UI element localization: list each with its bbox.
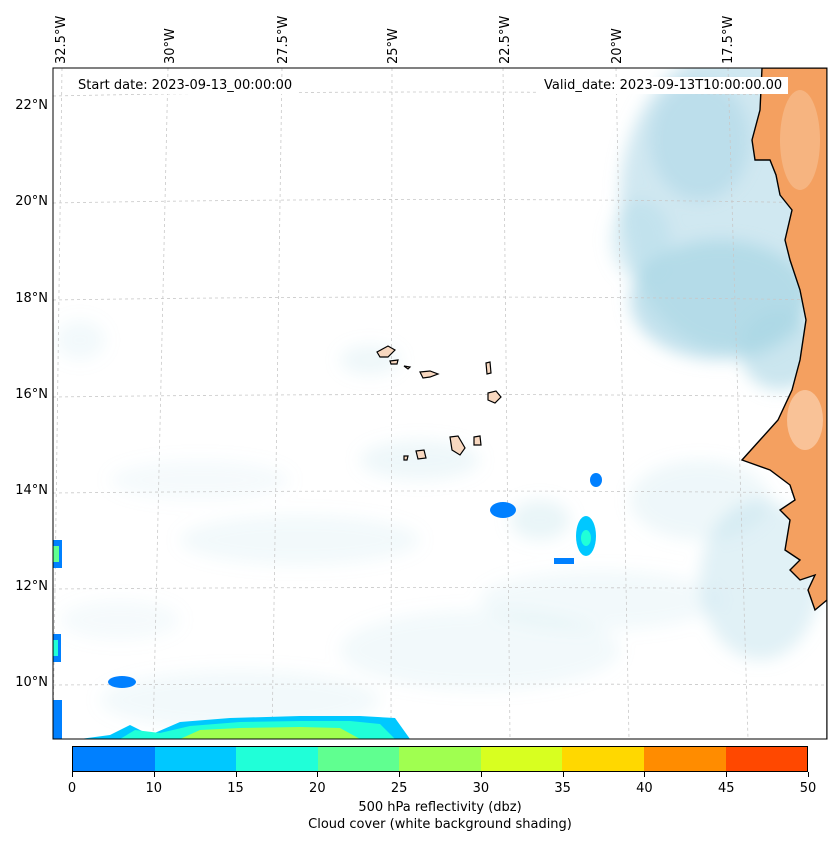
lon-label: 27.5°W [276,15,291,64]
colorbar-tickmark [644,772,646,777]
colorbar-tick-label: 10 [145,781,163,796]
colorbar-tickmark [480,772,482,777]
lat-label: 14°N [15,483,48,498]
reflectivity-cells [53,473,602,739]
colorbar-segment [725,747,808,771]
colorbar-tick-label: 50 [799,781,817,796]
lon-label: 20°W [610,28,625,64]
colorbar-tick-label: 20 [309,781,326,796]
colorbar-segment [236,747,318,771]
colorbar-tickmark [562,772,564,777]
colorbar-tickmark [72,772,73,777]
colorbar-tickmark [808,772,809,777]
colorbar-segment [480,747,563,771]
colorbar-segment [154,747,237,771]
lat-label: 16°N [15,387,48,402]
colorbar-tick-label: 30 [472,781,490,796]
colorbar-tickmark [726,772,728,777]
colorbar-segment [73,747,155,771]
lat-label: 12°N [15,579,48,594]
lon-label: 22.5°W [498,15,513,64]
colorbar-tickmark [399,772,401,777]
colorbar-segment [643,747,726,771]
colorbar-tickmark [317,772,319,777]
colorbar-tick-label: 25 [390,781,408,796]
colorbar-tick-label: 0 [67,781,77,796]
colorbar-tick-label: 35 [554,781,571,796]
colorbar-tickmark [153,772,155,777]
colorbar-tickmark [235,772,237,777]
colorbar-segment [317,747,400,771]
reflectivity-colorbar [72,746,808,772]
colorbar-tick-label: 40 [636,781,653,796]
colorbar-sublabel: Cloud cover (white background shading) [308,817,572,832]
lon-label: 17.5°W [721,15,736,64]
graticule [53,68,827,739]
africa-land [740,68,827,739]
lat-label: 20°N [15,194,48,209]
lat-label: 18°N [15,291,48,306]
colorbar-tick-label: 15 [227,781,244,796]
colorbar-segment [562,747,644,771]
map-border [52,67,828,740]
lat-label: 22°N [15,98,48,113]
colorbar-label: 500 hPa reflectivity (dbz) [358,800,522,815]
lon-label: 32.5°W [54,15,69,64]
colorbar-segment [399,747,481,771]
valid-date-label: Valid_date: 2023-09-13T10:00:00.00 [538,77,789,94]
lat-label: 10°N [15,675,48,690]
start-date-label: Start date: 2023-09-13_00:00:00 [72,77,299,94]
lon-label: 25°W [386,28,401,64]
colorbar-tick-label: 45 [717,781,735,796]
cloud-cover-shading [55,68,827,730]
lon-label: 30°W [163,28,178,64]
cape-verde-islands [376,345,502,461]
